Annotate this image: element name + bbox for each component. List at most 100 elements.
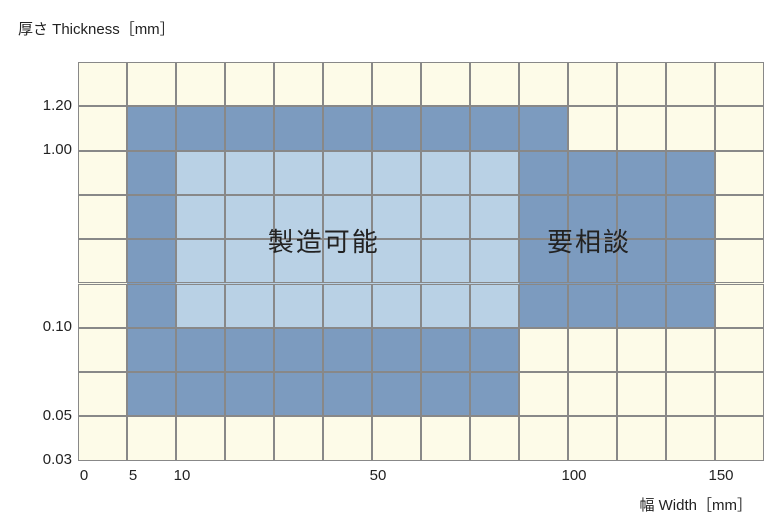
grid-cell xyxy=(127,284,176,328)
grid-cell xyxy=(519,416,568,460)
grid-cell xyxy=(470,372,519,416)
grid-cell xyxy=(666,195,715,239)
x-axis-title: 幅 Width［mm］ xyxy=(639,494,752,515)
grid-cell xyxy=(78,328,127,372)
grid-cell xyxy=(323,106,372,150)
grid-cell xyxy=(225,151,274,195)
grid-cell xyxy=(666,151,715,195)
grid-cell xyxy=(421,62,470,106)
grid-cell xyxy=(372,62,421,106)
y-tick-label: 0.05 xyxy=(28,407,72,424)
grid-cell xyxy=(127,372,176,416)
grid-cell xyxy=(176,106,225,150)
grid-cell xyxy=(715,284,764,328)
grid-cell xyxy=(78,195,127,239)
y-tick-label: 1.20 xyxy=(28,97,72,114)
grid-cell xyxy=(323,416,372,460)
grid-cell xyxy=(176,372,225,416)
grid-cell xyxy=(666,372,715,416)
grid-cell xyxy=(519,62,568,106)
grid-cell xyxy=(176,416,225,460)
grid-cell xyxy=(323,328,372,372)
x-tick-label: 0 xyxy=(64,467,104,484)
grid-cell xyxy=(617,372,666,416)
grid-cell xyxy=(568,62,617,106)
grid-cell xyxy=(225,62,274,106)
grid-cell xyxy=(78,62,127,106)
grid-cell xyxy=(568,372,617,416)
grid-cell xyxy=(666,62,715,106)
grid-cell xyxy=(421,372,470,416)
grid-cell xyxy=(274,106,323,150)
grid-cell xyxy=(78,416,127,460)
grid-cell xyxy=(470,328,519,372)
x-tick-label: 10 xyxy=(162,467,202,484)
grid-cell xyxy=(666,239,715,283)
grid-cell xyxy=(470,284,519,328)
grid-cell xyxy=(176,151,225,195)
grid-cell xyxy=(274,328,323,372)
grid-cell xyxy=(617,328,666,372)
grid-cell xyxy=(127,328,176,372)
grid-cell xyxy=(568,151,617,195)
grid-cell xyxy=(421,416,470,460)
grid-cell xyxy=(372,416,421,460)
grid-cell xyxy=(617,284,666,328)
grid-cell xyxy=(225,284,274,328)
x-tick-label: 150 xyxy=(701,467,741,484)
grid-cell xyxy=(421,106,470,150)
grid-cell xyxy=(127,62,176,106)
grid-cell xyxy=(225,195,274,239)
grid-cell xyxy=(372,372,421,416)
grid-cell xyxy=(372,151,421,195)
grid-cell xyxy=(568,106,617,150)
grid-cell xyxy=(274,416,323,460)
grid-cell xyxy=(666,106,715,150)
grid-cell xyxy=(274,372,323,416)
grid-cell xyxy=(225,328,274,372)
grid-cell xyxy=(176,195,225,239)
grid-cell xyxy=(274,62,323,106)
grid-cell xyxy=(715,239,764,283)
plot-area: 製造可能 要相談 xyxy=(78,62,764,461)
grid-cell xyxy=(78,106,127,150)
grid-cell xyxy=(176,328,225,372)
region-label: 製造可能 xyxy=(268,222,380,259)
grid-cell xyxy=(470,239,519,283)
grid-cell xyxy=(519,372,568,416)
grid-cell xyxy=(666,284,715,328)
grid-cell xyxy=(176,62,225,106)
grid-cell xyxy=(617,151,666,195)
grid-cell xyxy=(421,328,470,372)
grid-cell xyxy=(225,106,274,150)
grid-cell xyxy=(323,62,372,106)
grid-cell xyxy=(568,284,617,328)
grid-cell xyxy=(421,151,470,195)
grid-cell xyxy=(127,195,176,239)
grid-cell xyxy=(666,416,715,460)
grid-cell xyxy=(715,372,764,416)
grid-cell xyxy=(715,195,764,239)
grid-cell xyxy=(274,284,323,328)
x-tick-label: 100 xyxy=(554,467,594,484)
grid-cell xyxy=(568,328,617,372)
grid-cell xyxy=(78,151,127,195)
grid-cell xyxy=(323,284,372,328)
grid-cell xyxy=(225,416,274,460)
grid-cell xyxy=(470,62,519,106)
x-tick-label: 5 xyxy=(113,467,153,484)
grid-cell xyxy=(127,151,176,195)
grid-cell xyxy=(176,284,225,328)
x-tick-label: 50 xyxy=(358,467,398,484)
grid-cell xyxy=(225,239,274,283)
grid-cell xyxy=(372,106,421,150)
grid-cell xyxy=(715,62,764,106)
grid-cell xyxy=(323,151,372,195)
y-tick-label: 0.03 xyxy=(28,451,72,468)
grid-cell xyxy=(715,328,764,372)
region-label: 要相談 xyxy=(547,222,631,259)
grid-cell xyxy=(421,239,470,283)
grid-cell xyxy=(715,151,764,195)
grid-cell xyxy=(78,239,127,283)
grid-cell xyxy=(323,372,372,416)
